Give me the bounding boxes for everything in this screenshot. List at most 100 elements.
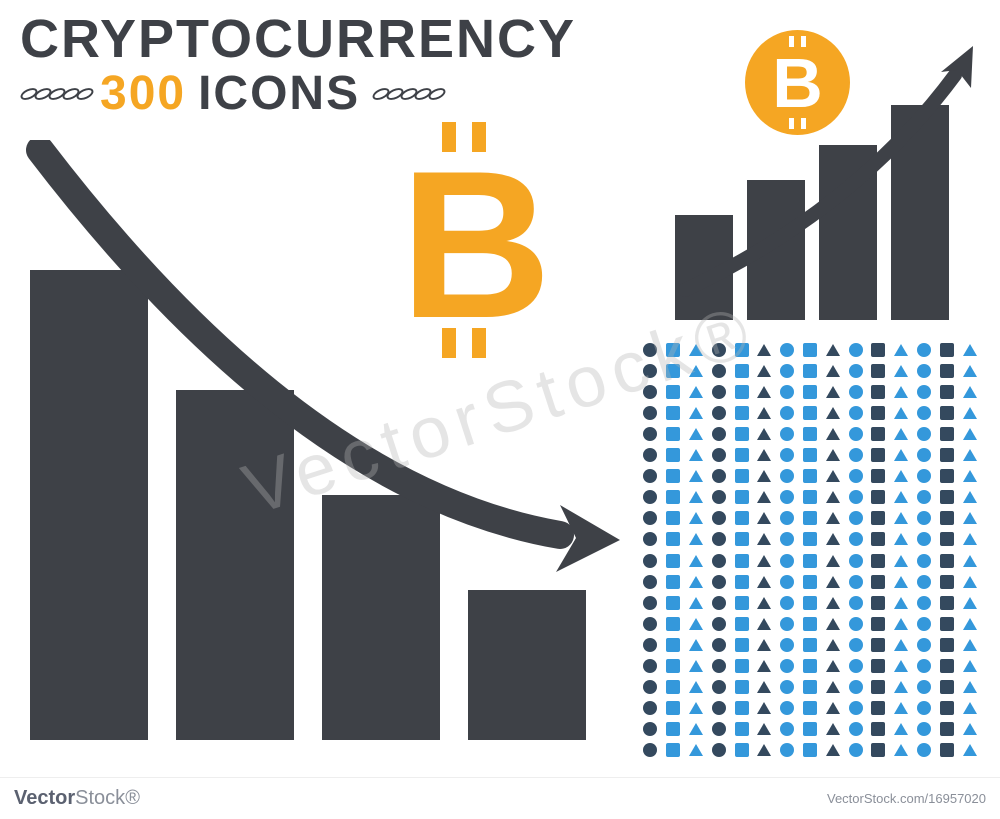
pack-icon (891, 593, 912, 612)
pack-icon (959, 572, 980, 591)
pack-icon (708, 657, 729, 676)
pack-icon (640, 678, 661, 697)
pack-icon (936, 720, 957, 739)
pack-icon (777, 382, 798, 401)
pack-icon (731, 593, 752, 612)
pack-icon (936, 424, 957, 443)
pack-icon (663, 572, 684, 591)
pack-icon (640, 509, 661, 528)
pack-icon (914, 635, 935, 654)
pack-icon (914, 699, 935, 718)
pack-icon (822, 741, 843, 760)
pack-icon (845, 741, 866, 760)
pack-icon (731, 403, 752, 422)
pack-icon (822, 509, 843, 528)
pack-icon (800, 361, 821, 380)
pack-icon (640, 635, 661, 654)
footer-id: VectorStock.com/16957020 (827, 791, 986, 806)
pack-icon (800, 699, 821, 718)
pack-icon (959, 614, 980, 633)
pack-icon (663, 509, 684, 528)
pack-icon (822, 530, 843, 549)
pack-icon (708, 467, 729, 486)
pack-icon (959, 446, 980, 465)
pack-icon (822, 657, 843, 676)
pack-icon (822, 382, 843, 401)
pack-icon (822, 488, 843, 507)
pack-icon (936, 446, 957, 465)
pack-icon (754, 382, 775, 401)
pack-icon (640, 614, 661, 633)
pack-icon (800, 530, 821, 549)
pack-icon (800, 382, 821, 401)
pack-icon (891, 572, 912, 591)
pack-icon (708, 530, 729, 549)
pack-icon (754, 403, 775, 422)
pack-icon (686, 446, 707, 465)
pack-icon (936, 614, 957, 633)
chart-bar (468, 590, 586, 740)
pack-icon (686, 488, 707, 507)
pack-icon (800, 614, 821, 633)
pack-icon (936, 340, 957, 359)
pack-icon (777, 678, 798, 697)
pack-icon (868, 657, 889, 676)
pack-icon (891, 741, 912, 760)
pack-icon (663, 720, 684, 739)
pack-icon (754, 509, 775, 528)
pack-icon (914, 467, 935, 486)
pack-icon (914, 657, 935, 676)
pack-icon (686, 509, 707, 528)
pack-icon (663, 424, 684, 443)
pack-icon (800, 593, 821, 612)
pack-icon (868, 699, 889, 718)
pack-icon (891, 446, 912, 465)
pack-icon (914, 741, 935, 760)
pack-icon (754, 741, 775, 760)
pack-icon (936, 741, 957, 760)
pack-icon (777, 551, 798, 570)
pack-icon (891, 699, 912, 718)
pack-icon (686, 340, 707, 359)
pack-icon (754, 467, 775, 486)
pack-icon (777, 361, 798, 380)
pack-icon (868, 572, 889, 591)
pack-icon (822, 446, 843, 465)
pack-icon (914, 446, 935, 465)
pack-icon (800, 720, 821, 739)
pack-icon (936, 530, 957, 549)
pack-icon (959, 657, 980, 676)
pack-icon (754, 635, 775, 654)
pack-icon (891, 488, 912, 507)
pack-icon (640, 403, 661, 422)
pack-icon (822, 467, 843, 486)
pack-icon (777, 614, 798, 633)
pack-icon (845, 403, 866, 422)
pack-icon (868, 403, 889, 422)
pack-icon (936, 678, 957, 697)
pack-icon (891, 614, 912, 633)
pack-icon (663, 657, 684, 676)
footer-trademark: ® (125, 787, 140, 809)
pack-icon (914, 361, 935, 380)
pack-icon (708, 382, 729, 401)
subtitle-row: 300 ICONS (20, 66, 660, 121)
pack-icon (959, 467, 980, 486)
pack-icon (959, 403, 980, 422)
pack-icon (845, 678, 866, 697)
pack-icon (640, 467, 661, 486)
pack-icon (959, 635, 980, 654)
pack-icon (708, 572, 729, 591)
pack-icon (800, 488, 821, 507)
icon-count: 300 (100, 66, 186, 121)
small-bar-group (675, 105, 949, 320)
pack-icon (868, 593, 889, 612)
pack-icon (731, 657, 752, 676)
pack-icon (959, 741, 980, 760)
chart-bar (891, 105, 949, 320)
pack-icon (914, 572, 935, 591)
pack-icon (914, 509, 935, 528)
pack-icon (777, 572, 798, 591)
pack-icon (686, 551, 707, 570)
pack-icon (777, 657, 798, 676)
